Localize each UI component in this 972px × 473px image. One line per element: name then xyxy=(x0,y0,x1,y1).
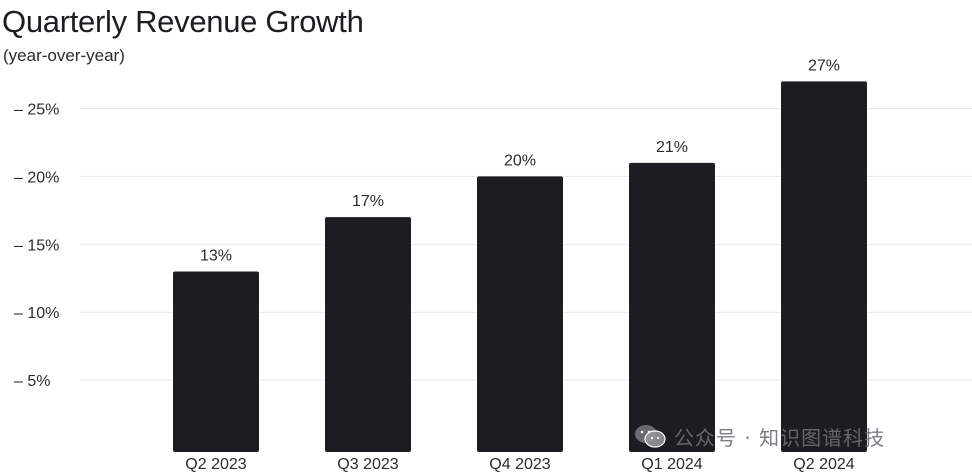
bar xyxy=(477,176,563,452)
x-tick-label: Q4 2023 xyxy=(489,456,550,473)
y-tick-label: – 25% xyxy=(14,102,59,119)
watermark: 公众号 · 知识图谱科技 xyxy=(634,419,885,453)
y-tick-label: – 5% xyxy=(14,373,50,390)
x-tick-label: Q2 2023 xyxy=(185,456,246,473)
bar xyxy=(781,81,867,452)
data-label: 17% xyxy=(352,193,384,210)
watermark-text: 公众号 · 知识图谱科技 xyxy=(674,425,886,450)
y-tick-label: – 10% xyxy=(14,305,59,322)
y-tick-label: – 20% xyxy=(14,169,59,186)
bar xyxy=(325,217,411,452)
wechat-icon xyxy=(635,425,666,448)
chart-title: Quarterly Revenue Growth xyxy=(2,4,364,39)
bar xyxy=(629,162,715,452)
x-tick-label: Q2 2024 xyxy=(793,456,854,473)
x-tick-label: Q1 2024 xyxy=(641,456,702,473)
data-label: 21% xyxy=(656,139,688,156)
data-label: 13% xyxy=(200,247,232,264)
x-tick-label: Q3 2023 xyxy=(337,456,398,473)
y-tick-label: – 15% xyxy=(14,237,59,254)
bar xyxy=(173,271,259,452)
data-label: 20% xyxy=(504,152,536,169)
chart-subtitle: (year-over-year) xyxy=(3,46,125,65)
data-label: 27% xyxy=(808,57,840,74)
